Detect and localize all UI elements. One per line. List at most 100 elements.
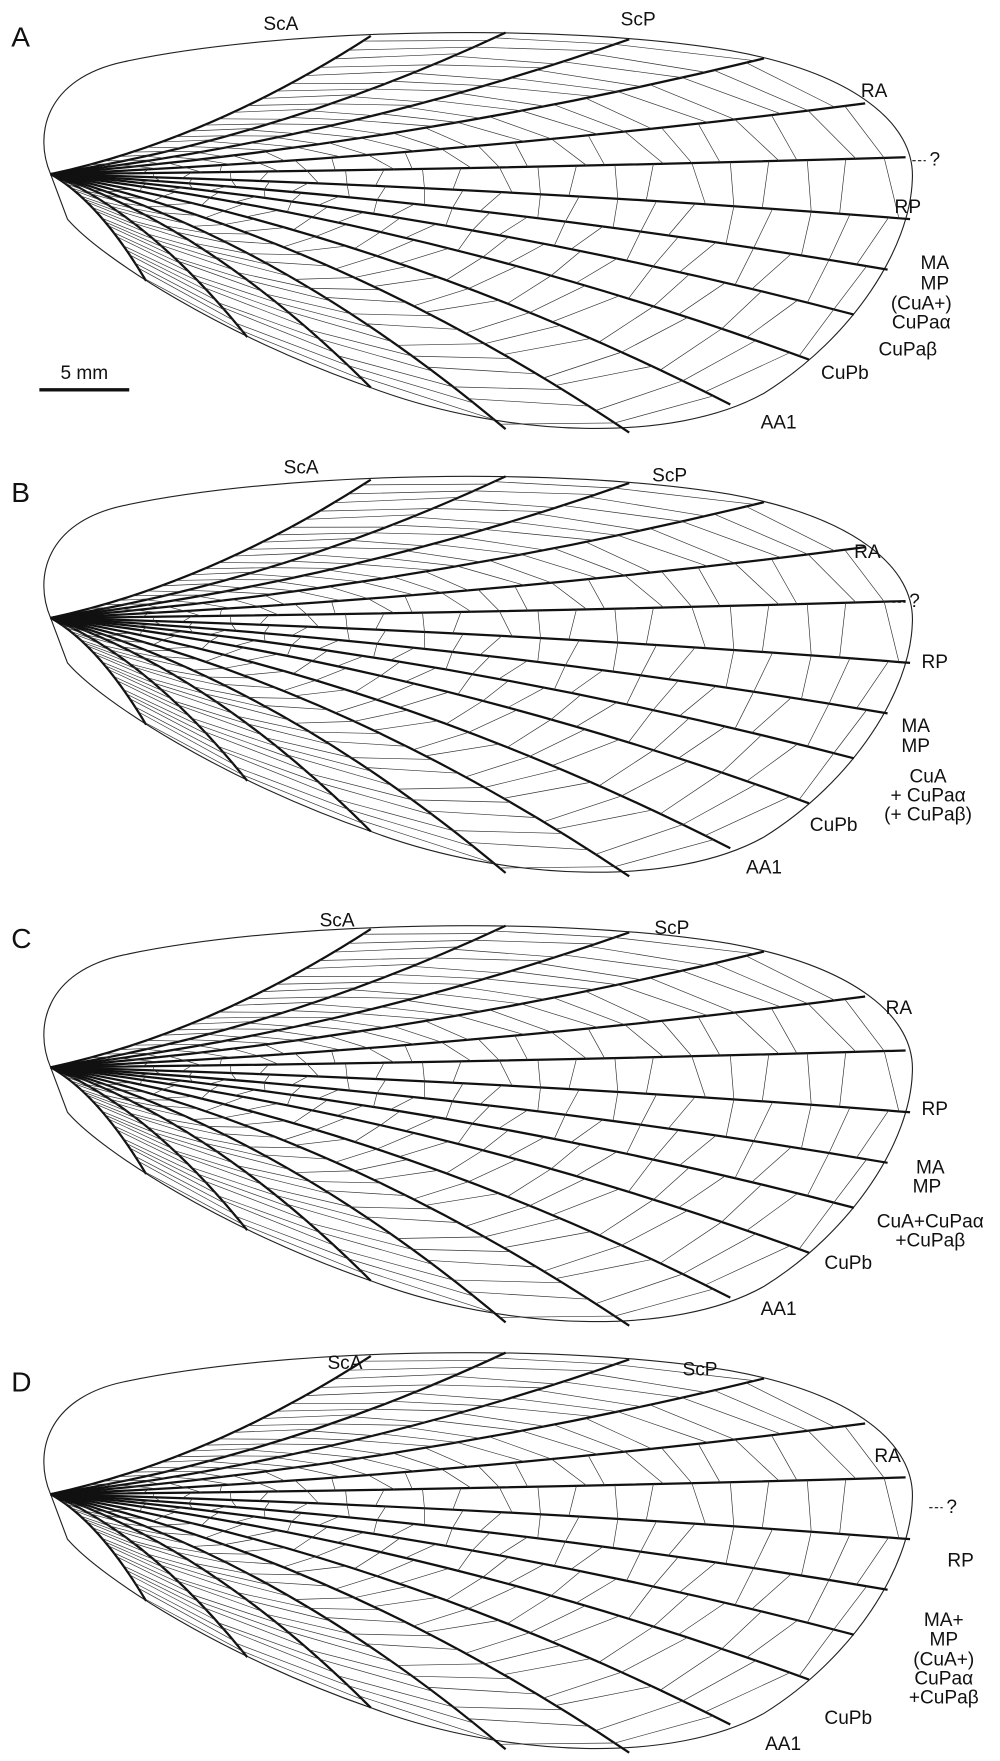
- cross-vein: [483, 1557, 509, 1577]
- cross-vein: [198, 1473, 224, 1477]
- cross-vein: [335, 256, 377, 269]
- cross-vein: [130, 699, 216, 744]
- cross-vein: [494, 1358, 614, 1364]
- cross-vein: [589, 946, 706, 965]
- cross-vein: [807, 1053, 811, 1105]
- cross-vein: [485, 86, 595, 97]
- cross-vein: [242, 1651, 362, 1700]
- cross-vein: [371, 533, 465, 535]
- cross-vein: [262, 95, 356, 99]
- cross-vein: [210, 1079, 227, 1084]
- cross-vein: [377, 1560, 415, 1576]
- cross-vein: [224, 1539, 254, 1544]
- cross-vein: [459, 986, 545, 999]
- cross-vein: [320, 1385, 433, 1388]
- cross-vein: [320, 65, 433, 68]
- cross-vein: [771, 1008, 797, 1053]
- cross-vein: [292, 1086, 302, 1095]
- cross-vein: [485, 769, 561, 787]
- cross-vein: [840, 603, 846, 658]
- cross-vein: [730, 1482, 734, 1526]
- cross-vein: [433, 958, 544, 961]
- cross-vein: [165, 1523, 193, 1524]
- cross-vein: [613, 1092, 618, 1121]
- vein-label: RP: [922, 652, 949, 673]
- cross-vein: [208, 677, 251, 678]
- cross-vein: [446, 701, 483, 724]
- vein-label: ScP: [621, 9, 656, 30]
- cross-vein: [305, 1391, 418, 1396]
- cross-vein: [393, 1453, 442, 1469]
- cross-vein: [334, 54, 459, 59]
- cross-vein: [198, 725, 291, 758]
- cross-vein: [297, 147, 342, 157]
- vein-label: ScA: [263, 14, 298, 35]
- cross-vein: [295, 1598, 354, 1600]
- cross-vein: [433, 65, 544, 68]
- cross-vein: [329, 1036, 368, 1048]
- cross-vein: [596, 1701, 683, 1731]
- cross-vein: [377, 240, 415, 256]
- cross-vein: [457, 122, 524, 141]
- cross-vein: [198, 281, 291, 314]
- cross-vein: [168, 1056, 185, 1060]
- cross-vein: [489, 1437, 551, 1459]
- cross-vein: [698, 1017, 720, 1056]
- cross-vein: [363, 934, 489, 935]
- cross-vein: [427, 1687, 536, 1694]
- cross-vein: [507, 1596, 551, 1624]
- cross-vein: [808, 111, 856, 159]
- cross-vein: [834, 1159, 867, 1202]
- cross-vein: [747, 1193, 798, 1230]
- cross-vein: [730, 606, 734, 650]
- cross-vein: [193, 225, 225, 227]
- cross-vein: [380, 1007, 457, 1016]
- cross-vein: [316, 224, 347, 236]
- cross-vein: [599, 1626, 653, 1662]
- cross-vein: [312, 207, 328, 217]
- cross-vein: [264, 189, 265, 197]
- cross-vein: [458, 230, 472, 250]
- cross-vein: [287, 1522, 291, 1533]
- vein-label: (CuA+): [891, 294, 952, 315]
- cross-vein: [625, 132, 664, 164]
- cross-vein: [332, 1051, 336, 1064]
- cross-vein: [571, 1547, 603, 1570]
- cross-vein: [264, 181, 270, 189]
- cross-vein: [538, 1514, 541, 1538]
- cross-vein: [683, 784, 756, 824]
- cross-vein: [799, 1629, 834, 1676]
- cross-vein: [390, 204, 414, 216]
- cross-vein: [153, 640, 163, 645]
- cross-vein: [426, 744, 500, 756]
- cross-vein: [302, 1025, 361, 1031]
- cross-vein: [380, 662, 400, 676]
- cross-vein: [249, 1574, 303, 1575]
- cross-vein: [771, 115, 797, 160]
- cross-vein: [530, 1179, 585, 1206]
- cross-vein: [698, 567, 720, 606]
- cross-vein: [537, 1390, 642, 1407]
- cross-vein: [393, 133, 442, 149]
- cross-vein: [318, 640, 339, 649]
- cross-vein: [302, 132, 361, 138]
- cross-vein: [682, 521, 781, 557]
- vein-label: AA1: [761, 1299, 797, 1320]
- cross-vein: [746, 63, 835, 108]
- cross-vein: [187, 590, 224, 591]
- cross-vein: [172, 157, 200, 159]
- cross-vein: [801, 655, 811, 699]
- cross-vein: [680, 1135, 716, 1165]
- cross-vein: [679, 1603, 726, 1635]
- cross-vein: [489, 560, 551, 582]
- cross-vein: [310, 1004, 373, 1009]
- cross-vein: [117, 1557, 189, 1592]
- cross-vein: [380, 558, 457, 567]
- cross-vein: [295, 1480, 307, 1491]
- cross-vein: [354, 1125, 380, 1142]
- cross-vein: [332, 1478, 336, 1491]
- cross-vein: [287, 645, 291, 656]
- cross-vein: [354, 1440, 433, 1446]
- cross-vein: [193, 1545, 225, 1547]
- cross-vein: [499, 167, 512, 192]
